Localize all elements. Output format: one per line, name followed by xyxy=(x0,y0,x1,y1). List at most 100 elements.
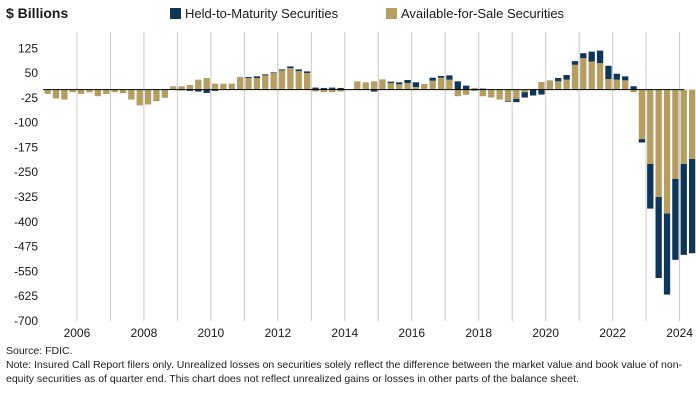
bar-available-for-sale xyxy=(128,89,135,100)
x-tick-label-2016: 2016 xyxy=(398,326,425,340)
year-gridlines xyxy=(76,32,681,321)
bar-held-to-maturity xyxy=(521,92,528,98)
footnotes: Source: FDIC. Note: Insured Call Report … xyxy=(6,344,686,386)
bar-available-for-sale xyxy=(563,79,570,90)
x-tick-label-2006: 2006 xyxy=(64,326,91,340)
y-tick-label: -175 xyxy=(14,140,38,154)
bar-available-for-sale xyxy=(613,79,620,90)
bar-available-for-sale xyxy=(178,86,185,90)
bar-held-to-maturity xyxy=(295,69,302,72)
bar-available-for-sale xyxy=(479,89,487,97)
x-tick-label-2020: 2020 xyxy=(532,326,559,340)
bar-available-for-sale xyxy=(354,81,361,90)
bar-held-to-maturity xyxy=(563,75,570,80)
bar-held-to-maturity xyxy=(454,81,461,90)
bar-available-for-sale xyxy=(655,89,662,198)
bar-held-to-maturity xyxy=(446,75,453,80)
legend: Held-to-Maturity Securities Available-fo… xyxy=(170,6,565,21)
bar-held-to-maturity xyxy=(571,61,579,65)
bar-held-to-maturity xyxy=(195,89,202,92)
bars xyxy=(44,50,696,295)
bar-available-for-sale xyxy=(370,81,378,90)
bar-available-for-sale xyxy=(546,80,553,90)
bar-held-to-maturity xyxy=(337,87,344,90)
x-tick-label-2022: 2022 xyxy=(599,326,626,340)
y-tick-label: -100 xyxy=(14,116,38,130)
bar-held-to-maturity xyxy=(329,87,336,90)
bar-available-for-sale xyxy=(555,81,562,90)
bar-held-to-maturity xyxy=(638,139,646,143)
bar-available-for-sale xyxy=(203,78,210,90)
bar-available-for-sale xyxy=(437,77,445,90)
bar-available-for-sale xyxy=(496,89,503,100)
y-tick-label: 50 xyxy=(25,66,39,80)
bar-held-to-maturity xyxy=(396,82,403,85)
y-axis-title: $ Billions xyxy=(6,5,68,21)
bar-available-for-sale xyxy=(170,86,177,90)
bar-available-for-sale xyxy=(278,70,286,90)
bar-held-to-maturity xyxy=(404,80,411,83)
bar-available-for-sale xyxy=(144,89,152,105)
x-tick-label-2010: 2010 xyxy=(198,326,225,340)
bar-available-for-sale xyxy=(195,79,202,90)
bar-available-for-sale xyxy=(471,87,478,90)
bar-available-for-sale xyxy=(111,89,118,93)
bar-available-for-sale xyxy=(270,73,277,90)
bar-available-for-sale xyxy=(379,79,386,90)
bar-held-to-maturity xyxy=(211,89,219,91)
bar-held-to-maturity xyxy=(647,163,654,209)
bar-held-to-maturity xyxy=(245,77,252,79)
bar-held-to-maturity xyxy=(312,87,319,90)
bar-held-to-maturity xyxy=(529,89,537,96)
y-tick-label: -700 xyxy=(14,314,38,328)
bar-available-for-sale xyxy=(337,89,344,92)
bar-available-for-sale xyxy=(303,73,311,90)
bar-available-for-sale xyxy=(186,84,194,90)
bar-available-for-sale xyxy=(513,89,520,99)
bar-held-to-maturity xyxy=(622,76,629,81)
bar-available-for-sale xyxy=(638,89,646,140)
bar-held-to-maturity xyxy=(588,51,595,62)
bar-available-for-sale xyxy=(688,89,696,160)
bar-held-to-maturity xyxy=(429,77,436,81)
bar-available-for-sale xyxy=(362,82,369,90)
bar-held-to-maturity xyxy=(463,85,470,90)
bar-available-for-sale xyxy=(580,58,587,90)
y-tick-label: -625 xyxy=(14,289,38,303)
bar-available-for-sale xyxy=(588,61,595,90)
bar-available-for-sale xyxy=(94,89,102,97)
bar-held-to-maturity xyxy=(580,53,587,59)
bar-available-for-sale xyxy=(680,89,687,164)
bar-held-to-maturity xyxy=(253,76,261,79)
bar-available-for-sale xyxy=(136,89,143,106)
bar-available-for-sale xyxy=(647,89,654,164)
y-tick-label: -250 xyxy=(14,165,38,179)
bar-available-for-sale xyxy=(663,89,671,214)
bar-held-to-maturity xyxy=(538,89,545,95)
bar-available-for-sale xyxy=(429,80,436,90)
bar-available-for-sale xyxy=(396,84,403,90)
bar-held-to-maturity xyxy=(680,163,687,255)
bar-available-for-sale xyxy=(220,83,227,90)
bar-held-to-maturity xyxy=(655,197,662,279)
bar-held-to-maturity xyxy=(320,87,328,90)
bar-held-to-maturity xyxy=(504,101,512,102)
bar-available-for-sale xyxy=(421,83,428,90)
bar-available-for-sale xyxy=(161,89,168,98)
legend-label-htm: Held-to-Maturity Securities xyxy=(185,6,339,21)
bar-available-for-sale xyxy=(538,81,545,90)
bar-available-for-sale xyxy=(61,89,68,100)
y-tick-label: 125 xyxy=(18,41,38,55)
bar-available-for-sale xyxy=(504,89,512,102)
bar-held-to-maturity xyxy=(262,74,269,76)
bar-available-for-sale xyxy=(521,89,528,93)
bar-held-to-maturity xyxy=(203,89,210,93)
bar-held-to-maturity xyxy=(278,69,286,71)
bar-available-for-sale xyxy=(44,89,51,94)
bar-available-for-sale xyxy=(454,89,461,97)
y-tick-label: -325 xyxy=(14,190,38,204)
y-tick-label: -400 xyxy=(14,215,38,229)
y-axis-ticks: 125 50 -25 -100 -175 -250 -325 -400 -475 -550 -625… xyxy=(14,41,38,328)
legend-label-afs: Available-for-Sale Securities xyxy=(401,6,565,21)
bar-held-to-maturity xyxy=(370,89,378,92)
